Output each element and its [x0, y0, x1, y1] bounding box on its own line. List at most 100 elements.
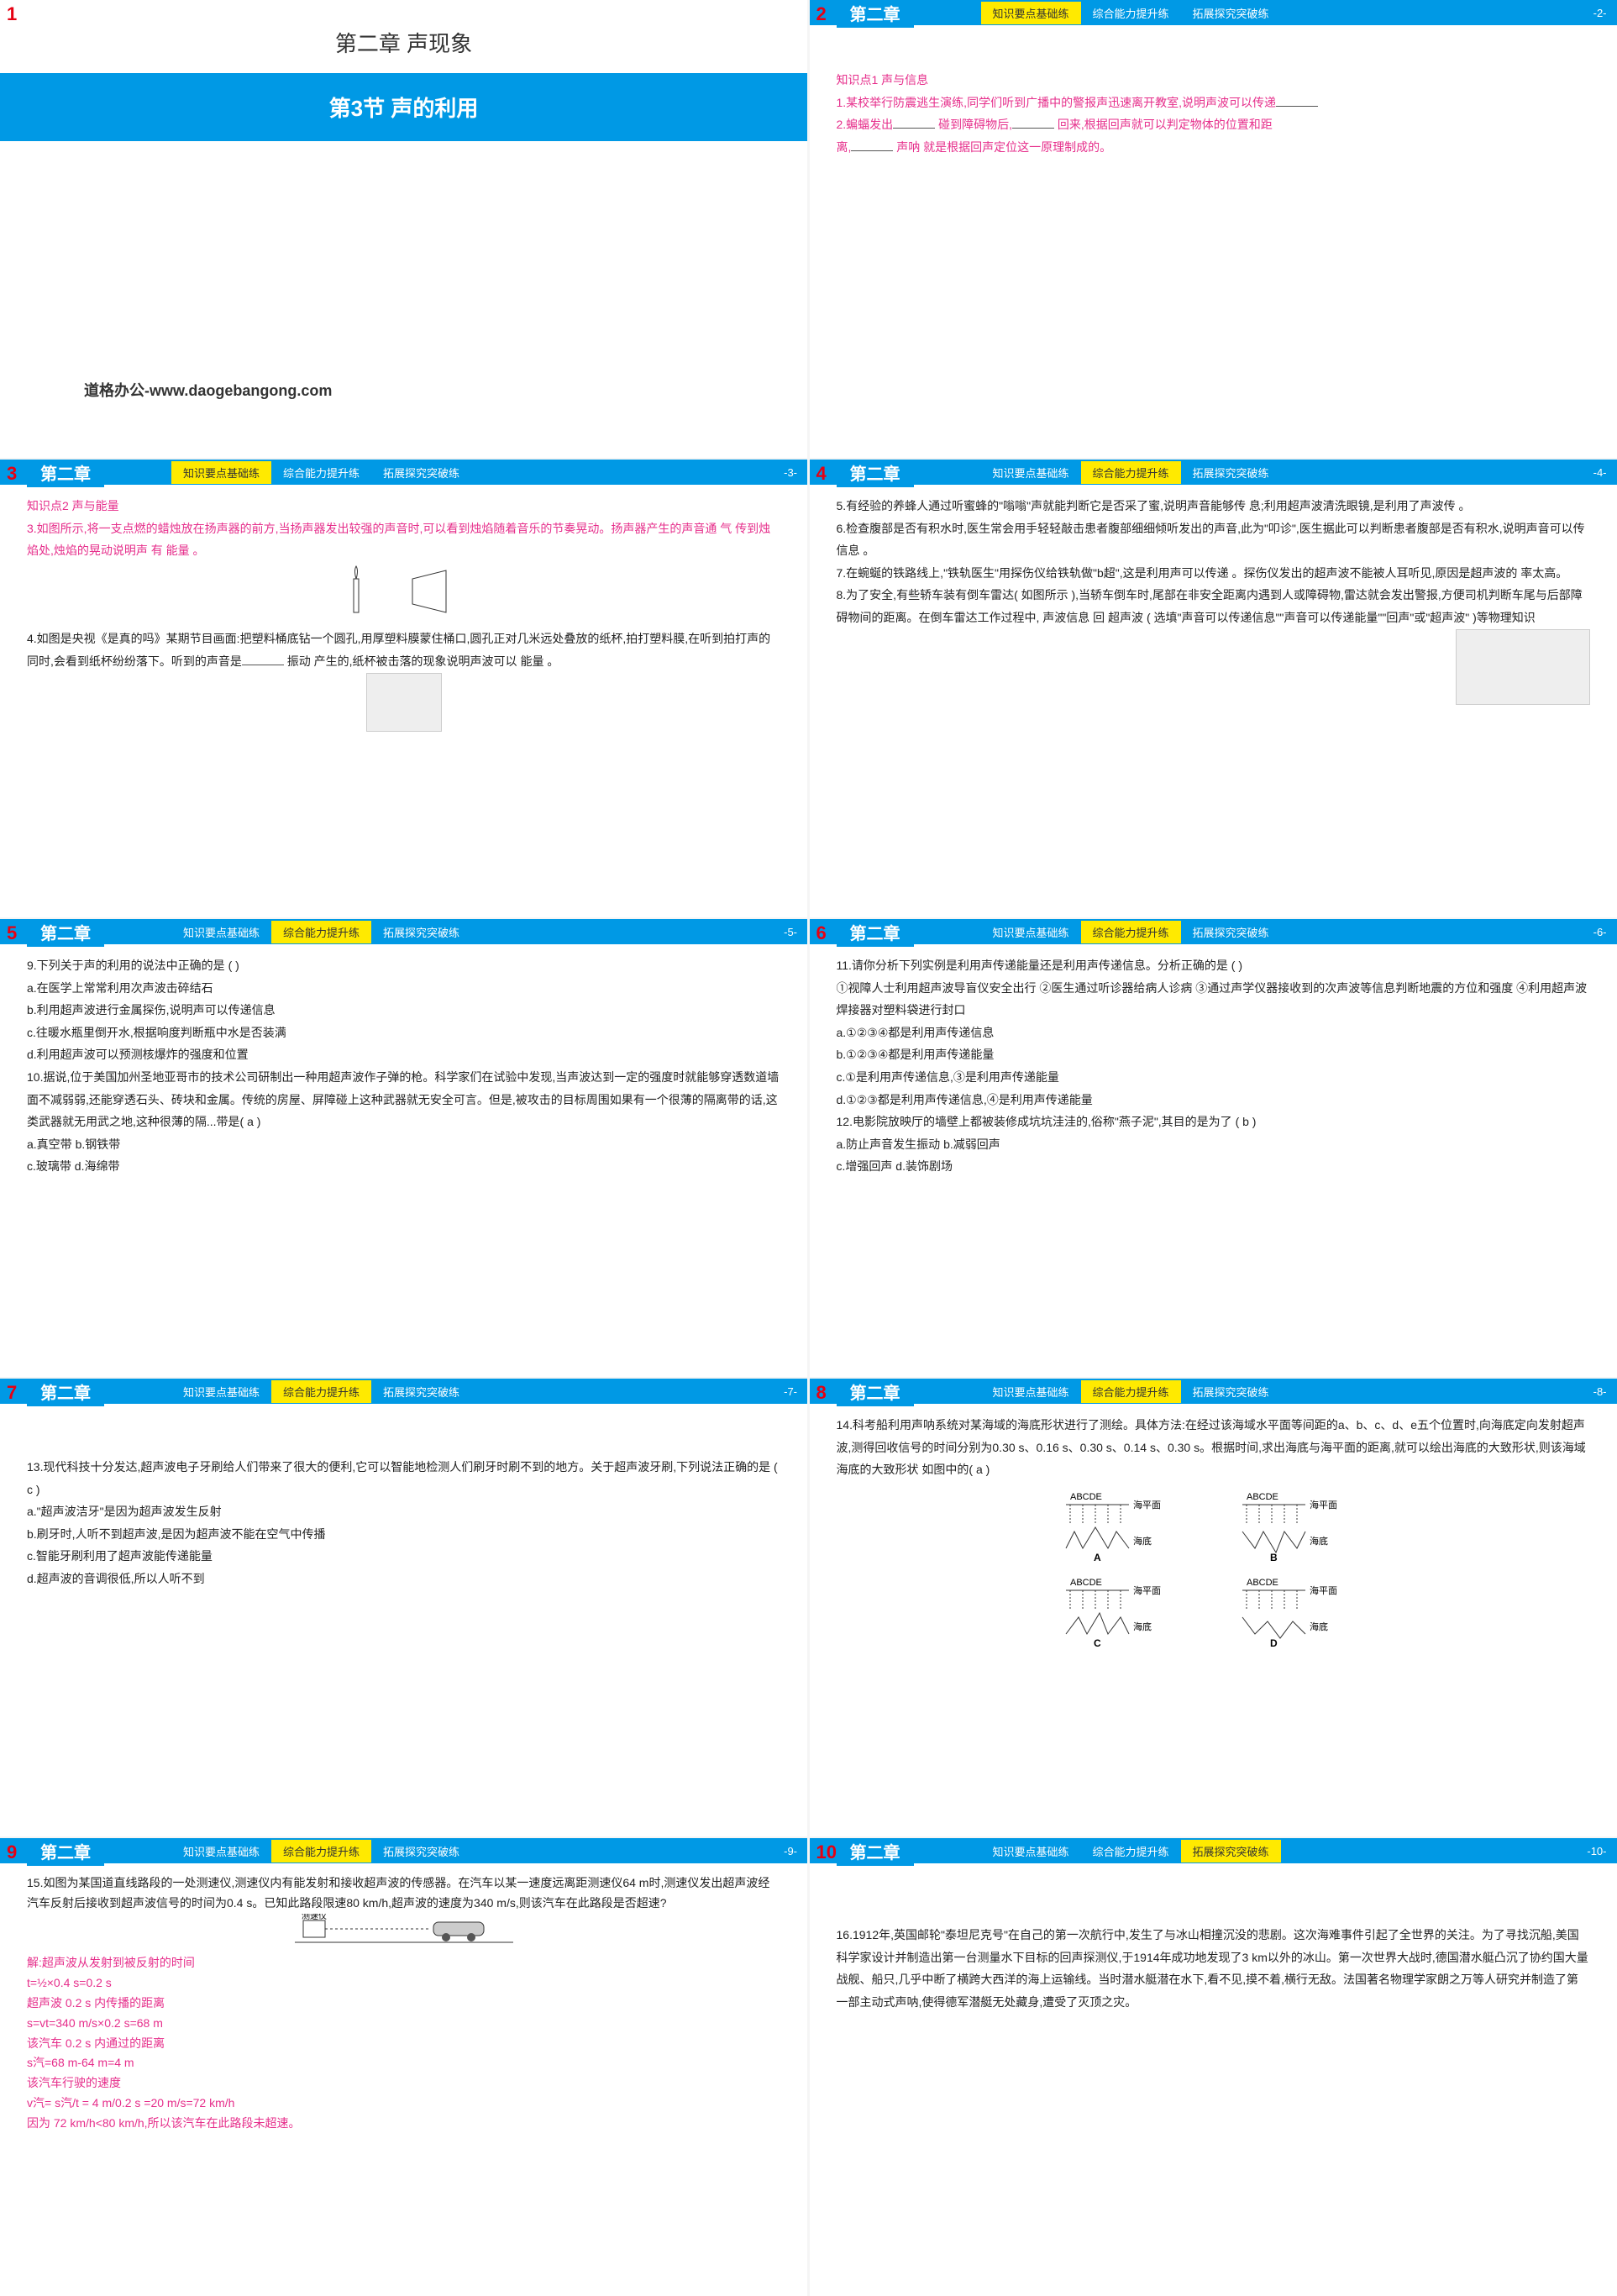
page-indicator: -4-	[1593, 466, 1607, 479]
tab-basic[interactable]: 知识要点基础练	[981, 2, 1081, 24]
tab-extension[interactable]: 拓展探究突破练	[1181, 921, 1281, 943]
tabs: 知识要点基础练 综合能力提升练 拓展探究突破练	[981, 1380, 1281, 1403]
tab-extension[interactable]: 拓展探究突破练	[371, 1840, 471, 1863]
q9-opt-a: a.在医学上常常利用次声波击碎结石	[27, 977, 780, 1000]
tab-basic[interactable]: 知识要点基础练	[171, 461, 271, 484]
q4b: 振动 产生的,纸杯被击落的现象说明声波可以 能量 。	[287, 654, 559, 668]
q11-items: ①视障人士利用超声波导盲仪安全出行 ②医生通过听诊器给病人诊病 ③通过声学仪器接…	[837, 977, 1590, 1022]
sol6: s汽=68 m-64 m=4 m	[27, 2053, 780, 2073]
q1-text: 1.某校举行防震逃生演练,同学们听到广播中的警报声迅速离开教室,说明声波可以传递	[837, 96, 1276, 109]
knowledge-point: 知识点1 声与信息	[837, 69, 1590, 92]
q11-opt-a: a.①②③④都是利用声传递信息	[837, 1022, 1590, 1044]
tabs: 知识要点基础练 综合能力提升练 拓展探究突破练	[981, 461, 1281, 484]
page-indicator: -9-	[784, 1845, 797, 1857]
page-indicator: -2-	[1593, 7, 1607, 19]
page-number: 6	[816, 922, 827, 944]
tab-basic[interactable]: 知识要点基础练	[981, 461, 1081, 484]
slide-9: 9 第二章 知识要点基础练 综合能力提升练 拓展探究突破练 -9- 15.如图为…	[0, 1838, 807, 2296]
tab-comprehensive[interactable]: 综合能力提升练	[1081, 921, 1181, 943]
seabed-a-icon: ABCDE 海平面 海底 A	[1062, 1490, 1188, 1565]
figure-q8	[837, 629, 1590, 712]
fig-d: ABCDE 海平面 海底 D	[1238, 1575, 1364, 1658]
seabed-d-icon: ABCDE 海平面 海底 D	[1238, 1575, 1364, 1651]
tabs: 知识要点基础练 综合能力提升练 拓展探究突破练	[171, 1380, 471, 1403]
tab-basic[interactable]: 知识要点基础练	[981, 1840, 1081, 1863]
tabs: 知识要点基础练 综合能力提升练 拓展探究突破练	[981, 2, 1281, 24]
chapter-label: 第二章	[27, 919, 104, 947]
page-number: 8	[816, 1382, 827, 1404]
content: 知识点2 声与能量 3.如图所示,将一支点燃的蜡烛放在扬声器的前方,当扬声器发出…	[0, 485, 807, 749]
slide-3: 3 第二章 知识要点基础练 综合能力提升练 拓展探究突破练 -3- 知识点2 声…	[0, 460, 807, 917]
tabs: 知识要点基础练 综合能力提升练 拓展探究突破练	[171, 1840, 471, 1863]
q12-opt-cd: c.增强回声 d.装饰剧场	[837, 1155, 1590, 1178]
chapter-label: 第二章	[837, 460, 914, 487]
svg-text:ABCDE: ABCDE	[1247, 1492, 1278, 1502]
q11-opt-c: c.①是利用声传递信息,③是利用声传递能量	[837, 1066, 1590, 1089]
speed-car-icon: 测速仪	[295, 1914, 513, 1947]
q13-opt-a: a."超声波洁牙"是因为超声波发生反射	[27, 1500, 780, 1523]
svg-text:B: B	[1270, 1552, 1278, 1563]
tab-comprehensive[interactable]: 综合能力提升练	[271, 1840, 371, 1863]
topbar: 第二章 知识要点基础练 综合能力提升练 拓展探究突破练 -7-	[0, 1379, 807, 1404]
question-1: 1.某校举行防震逃生演练,同学们听到广播中的警报声迅速离开教室,说明声波可以传递	[837, 92, 1590, 114]
blank	[851, 139, 893, 151]
sol9: 因为 72 km/h<80 km/h,所以该汽车在此路段未超速。	[27, 2114, 780, 2134]
tab-comprehensive[interactable]: 综合能力提升练	[1081, 2, 1181, 24]
content: 5.有经验的养蜂人通过听蜜蜂的"嗡嗡"声就能判断它是否采了蜜,说明声音能够传 息…	[810, 485, 1617, 722]
slide-6: 6 第二章 知识要点基础练 综合能力提升练 拓展探究突破练 -6- 11.请你分…	[810, 919, 1617, 1377]
tab-comprehensive[interactable]: 综合能力提升练	[1081, 461, 1181, 484]
figure-q4	[27, 673, 780, 739]
page-indicator: -6-	[1593, 926, 1607, 938]
slide-2: 2 第二章 知识要点基础练 综合能力提升练 拓展探究突破练 -2- 知识点1 声…	[810, 0, 1617, 458]
topbar: 第二章 知识要点基础练 综合能力提升练 拓展探究突破练 -2-	[810, 0, 1617, 25]
tab-extension[interactable]: 拓展探究突破练	[1181, 2, 1281, 24]
slide-10: 10 第二章 知识要点基础练 综合能力提升练 拓展探究突破练 -10- 16.1…	[810, 1838, 1617, 2296]
question-11: 11.请你分析下列实例是利用声传递能量还是利用声传递信息。分析正确的是 ( )	[837, 954, 1590, 977]
tab-extension[interactable]: 拓展探究突破练	[1181, 1380, 1281, 1403]
q10-opt-ab: a.真空带 b.钢铁带	[27, 1133, 780, 1156]
tab-extension[interactable]: 拓展探究突破练	[371, 461, 471, 484]
slide-4: 4 第二章 知识要点基础练 综合能力提升练 拓展探究突破练 -4- 5.有经验的…	[810, 460, 1617, 917]
tab-comprehensive[interactable]: 综合能力提升练	[1081, 1380, 1181, 1403]
tab-basic[interactable]: 知识要点基础练	[981, 1380, 1081, 1403]
slide-1: 1 第二章 声现象 第3节 声的利用 道格办公-www.daogebangong…	[0, 0, 807, 458]
chapter-label: 第二章	[27, 1838, 104, 1866]
tab-comprehensive[interactable]: 综合能力提升练	[271, 461, 371, 484]
tab-extension[interactable]: 拓展探究突破练	[1181, 461, 1281, 484]
q2e: 离,	[837, 140, 852, 154]
figure-q3	[27, 562, 780, 628]
tab-extension[interactable]: 拓展探究突破练	[371, 1380, 471, 1403]
tab-extension[interactable]: 拓展探究突破练	[1181, 1840, 1281, 1863]
topbar: 第二章 知识要点基础练 综合能力提升练 拓展探究突破练 -10-	[810, 1838, 1617, 1863]
q9-opt-c: c.往暖水瓶里倒开水,根据响度判断瓶中水是否装满	[27, 1022, 780, 1044]
tab-basic[interactable]: 知识要点基础练	[981, 921, 1081, 943]
tab-extension[interactable]: 拓展探究突破练	[371, 921, 471, 943]
q14-figures-2: ABCDE 海平面 海底 C ABCDE 海平面	[837, 1575, 1590, 1658]
chapter-label: 第二章	[837, 1838, 914, 1866]
tab-basic[interactable]: 知识要点基础练	[171, 921, 271, 943]
svg-text:C: C	[1094, 1637, 1101, 1649]
tab-comprehensive[interactable]: 综合能力提升练	[271, 921, 371, 943]
sol1: 解:超声波从发射到被反射的时间	[27, 1953, 780, 1973]
page-indicator: -5-	[784, 926, 797, 938]
svg-text:ABCDE: ABCDE	[1070, 1578, 1102, 1588]
page-number: 2	[816, 3, 827, 25]
question-13: 13.现代科技十分发达,超声波电子牙刷给人们带来了很大的便利,它可以智能地检测人…	[27, 1456, 780, 1500]
blank	[893, 117, 935, 129]
sol2: t=½×0.4 s=0.2 s	[27, 1973, 780, 1994]
page-number: 7	[7, 1382, 17, 1404]
tabs: 知识要点基础练 综合能力提升练 拓展探究突破练	[981, 921, 1281, 943]
tab-comprehensive[interactable]: 综合能力提升练	[1081, 1840, 1181, 1863]
topbar: 第二章 知识要点基础练 综合能力提升练 拓展探究突破练 -6-	[810, 919, 1617, 944]
sol3: 超声波 0.2 s 内传播的距离	[27, 1994, 780, 2014]
page-number: 9	[7, 1842, 17, 1863]
content: 15.如图为某国道直线路段的一处测速仪,测速仪内有能发射和接收超声波的传感器。在…	[0, 1863, 807, 2144]
tab-basic[interactable]: 知识要点基础练	[171, 1840, 271, 1863]
seabed-c-icon: ABCDE 海平面 海底 C	[1062, 1575, 1188, 1651]
page-number: 4	[816, 463, 827, 485]
svg-text:ABCDE: ABCDE	[1247, 1578, 1278, 1588]
tab-basic[interactable]: 知识要点基础练	[171, 1380, 271, 1403]
slide-grid: 1 第二章 声现象 第3节 声的利用 道格办公-www.daogebangong…	[0, 0, 1617, 2296]
tab-comprehensive[interactable]: 综合能力提升练	[271, 1380, 371, 1403]
content: 9.下列关于声的利用的说法中正确的是 ( ) a.在医学上常常利用次声波击碎结石…	[0, 944, 807, 1188]
